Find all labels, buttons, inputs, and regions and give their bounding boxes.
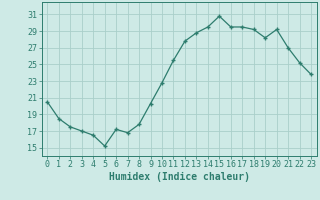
X-axis label: Humidex (Indice chaleur): Humidex (Indice chaleur) bbox=[109, 172, 250, 182]
